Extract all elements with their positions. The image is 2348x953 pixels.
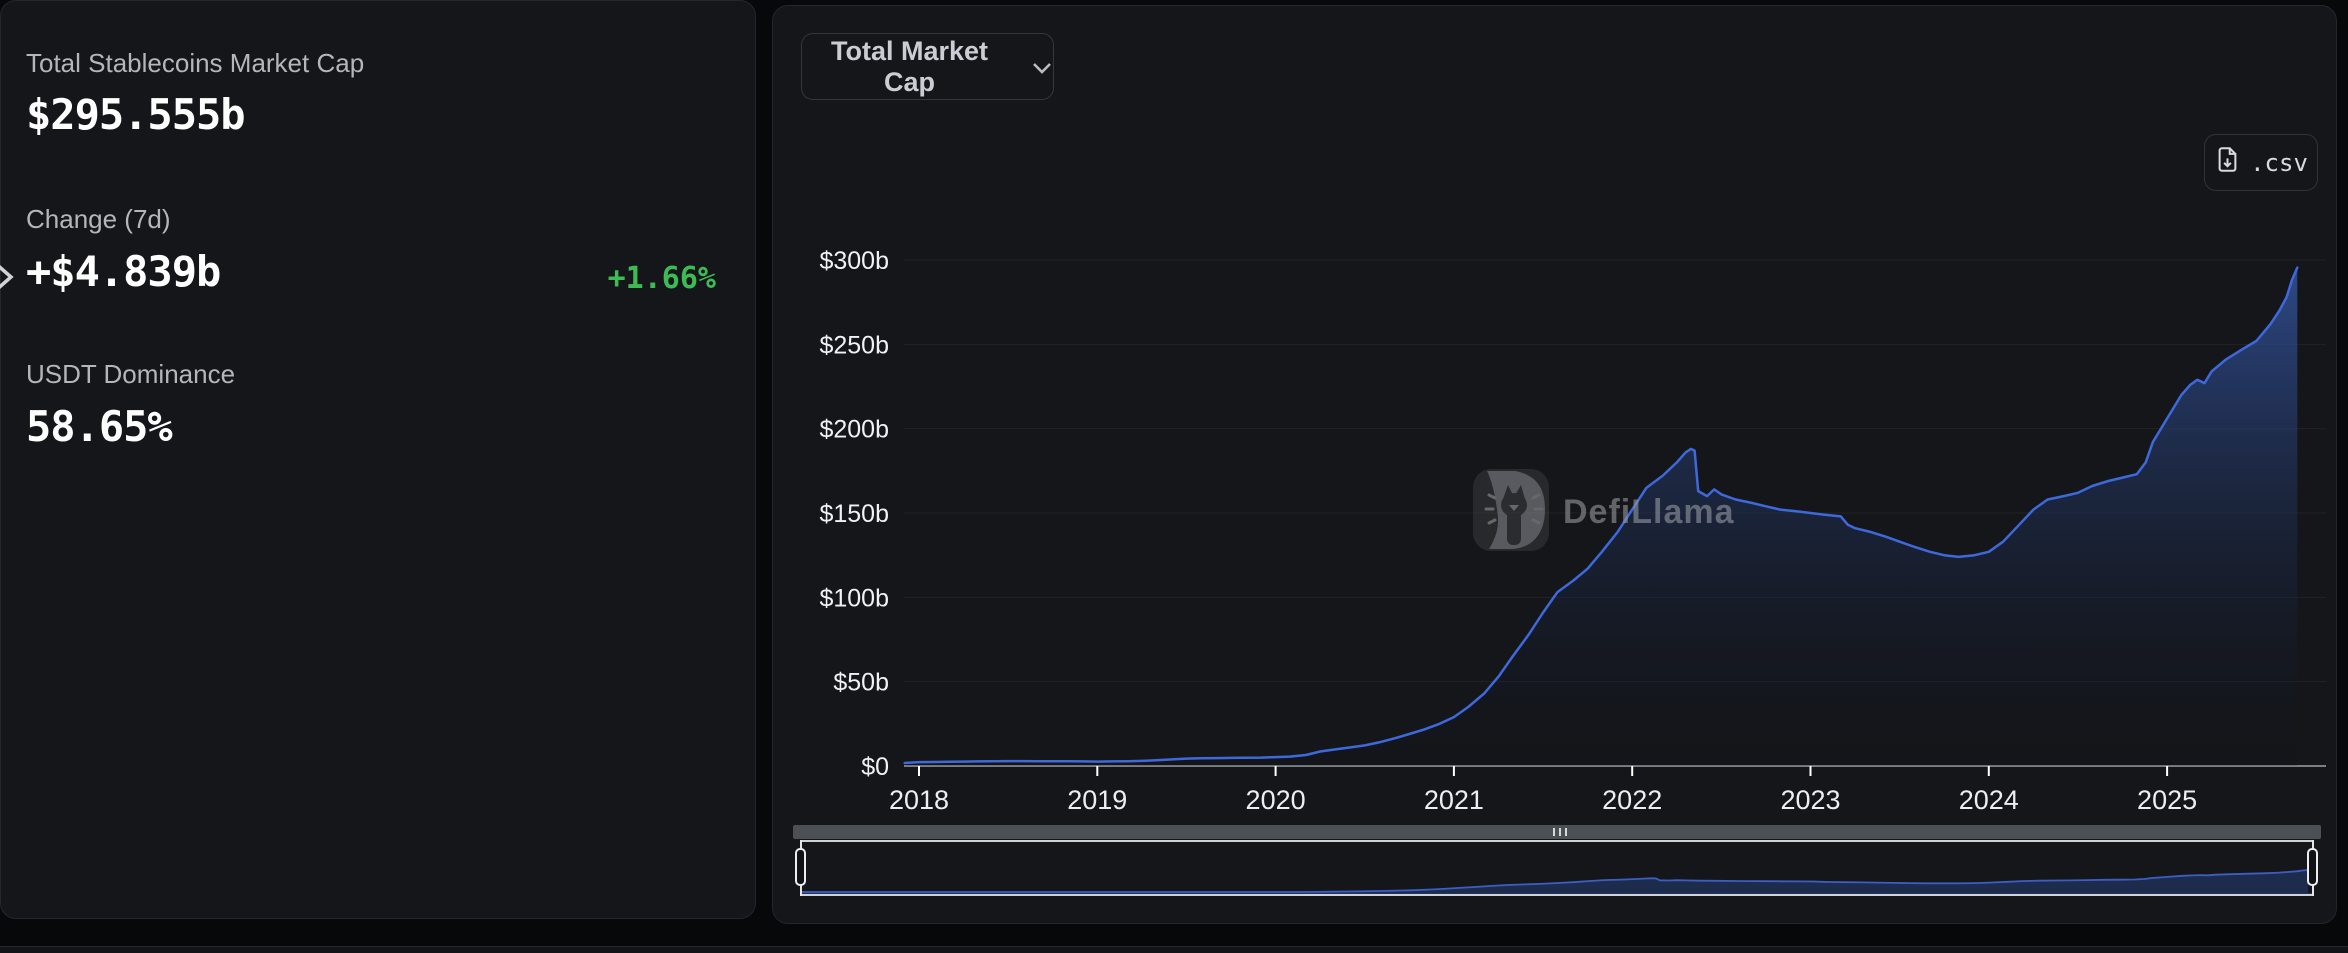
x-axis-label: 2019 bbox=[1067, 785, 1127, 815]
y-axis-label: $0 bbox=[861, 753, 889, 781]
scroll-grip-icon bbox=[1553, 828, 1555, 836]
metric-selector-dropdown[interactable]: Total Market Cap bbox=[801, 33, 1054, 100]
usdt-dominance-label: USDT Dominance bbox=[26, 359, 236, 389]
stats-panel: Total Stablecoins Market Cap $295.555b C… bbox=[0, 0, 756, 919]
marketcap-line bbox=[903, 266, 2299, 765]
x-axis-label: 2025 bbox=[2137, 785, 2197, 815]
usdt-dominance-value: 58.65% bbox=[26, 402, 173, 451]
x-axis: 2018 2019 2020 2021 2022 2023 2024 2025 bbox=[889, 765, 2326, 815]
x-axis-label: 2022 bbox=[1602, 785, 1662, 815]
brush-selection-top-border bbox=[801, 840, 2314, 842]
csv-button-label: .csv bbox=[2250, 148, 2308, 177]
y-axis-label: $250b bbox=[819, 331, 889, 359]
x-axis-label: 2020 bbox=[1246, 785, 1306, 815]
total-mcap-label: Total Stablecoins Market Cap bbox=[26, 48, 365, 78]
change-7d-label: Change (7d) bbox=[26, 204, 171, 234]
y-axis-label: $300b bbox=[819, 247, 889, 275]
next-panel-top-edge bbox=[0, 946, 2348, 953]
x-axis-label: 2021 bbox=[1424, 785, 1484, 815]
expand-sidebar-button[interactable] bbox=[0, 259, 19, 295]
x-axis-label: 2018 bbox=[889, 785, 949, 815]
x-axis-label: 2023 bbox=[1780, 785, 1840, 815]
change-7d-percent: +1.66% bbox=[607, 261, 716, 296]
y-axis-label: $100b bbox=[819, 584, 889, 612]
metric-selector-label: Total Market Cap bbox=[830, 35, 989, 97]
x-axis-label: 2024 bbox=[1959, 785, 2019, 815]
chevron-right-icon bbox=[0, 265, 19, 299]
total-mcap-value: $295.555b bbox=[26, 90, 246, 139]
brush-selection-bottom-border bbox=[801, 894, 2314, 896]
brush-handle-right[interactable] bbox=[2307, 848, 2318, 886]
file-download-icon bbox=[2214, 146, 2241, 179]
chart-panel: Total Market Cap .csv bbox=[772, 5, 2337, 924]
download-csv-button[interactable]: .csv bbox=[2204, 134, 2318, 191]
chart-scroll-track[interactable] bbox=[793, 825, 2321, 839]
y-axis-label: $50b bbox=[833, 669, 889, 697]
change-7d-value: +$4.839b bbox=[26, 247, 221, 296]
brush-handle-left[interactable] bbox=[795, 848, 806, 886]
y-axis-label: $200b bbox=[819, 416, 889, 444]
minimap-line bbox=[801, 869, 2309, 893]
chevron-down-icon bbox=[1031, 51, 1053, 82]
marketcap-area-fill bbox=[904, 267, 2298, 766]
minimap-area-fill bbox=[801, 870, 2309, 893]
y-axis-label: $150b bbox=[819, 500, 889, 528]
